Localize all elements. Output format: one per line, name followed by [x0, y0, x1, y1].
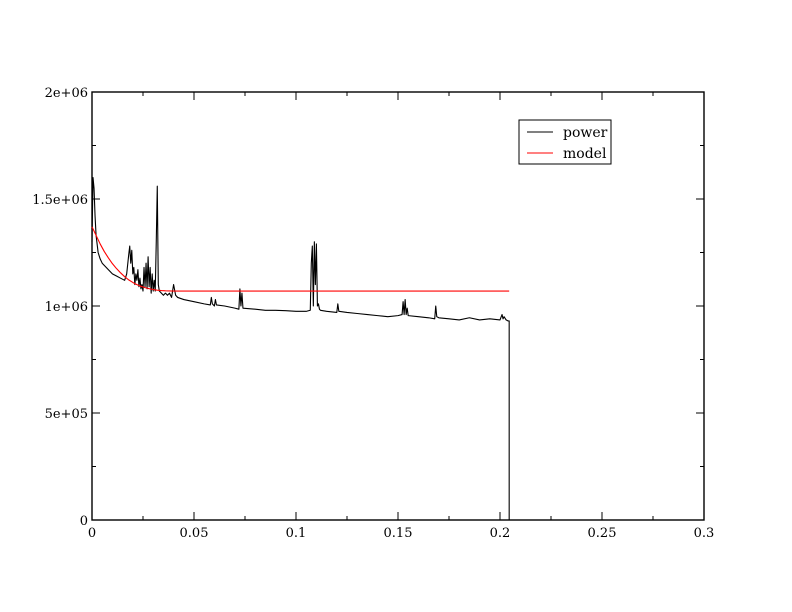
x-tick-label: 0.25	[588, 526, 617, 541]
x-tick-label: 0.2	[490, 526, 511, 541]
legend-label-power: power	[563, 125, 608, 141]
y-tick-label: 1.5e+06	[32, 193, 88, 208]
series-line-power	[91, 177, 510, 520]
x-tick-label: 0	[88, 526, 96, 541]
x-axis-ticks: 0 0.05 0.1 0.15 0.2 0.25 0.3	[88, 92, 714, 541]
x-tick-label: 0.15	[384, 526, 413, 541]
x-tick-label: 0.1	[286, 526, 307, 541]
y-tick-label: 5e+05	[45, 407, 88, 422]
y-tick-label: 1e+06	[45, 300, 88, 315]
plot-frame	[91, 91, 705, 521]
series-line-model	[91, 226, 510, 292]
y-tick-label: 2e+06	[45, 86, 88, 101]
y-axis-ticks: 0 5e+05 1e+06 1.5e+06 2e+06	[32, 86, 704, 529]
x-tick-label: 0.05	[180, 526, 209, 541]
legend: power model	[518, 119, 612, 165]
series-layer	[91, 177, 510, 520]
x-tick-label: 0.3	[694, 526, 715, 541]
legend-label-model: model	[563, 146, 607, 162]
y-tick-label: 0	[80, 514, 88, 529]
legend-box	[518, 119, 612, 165]
